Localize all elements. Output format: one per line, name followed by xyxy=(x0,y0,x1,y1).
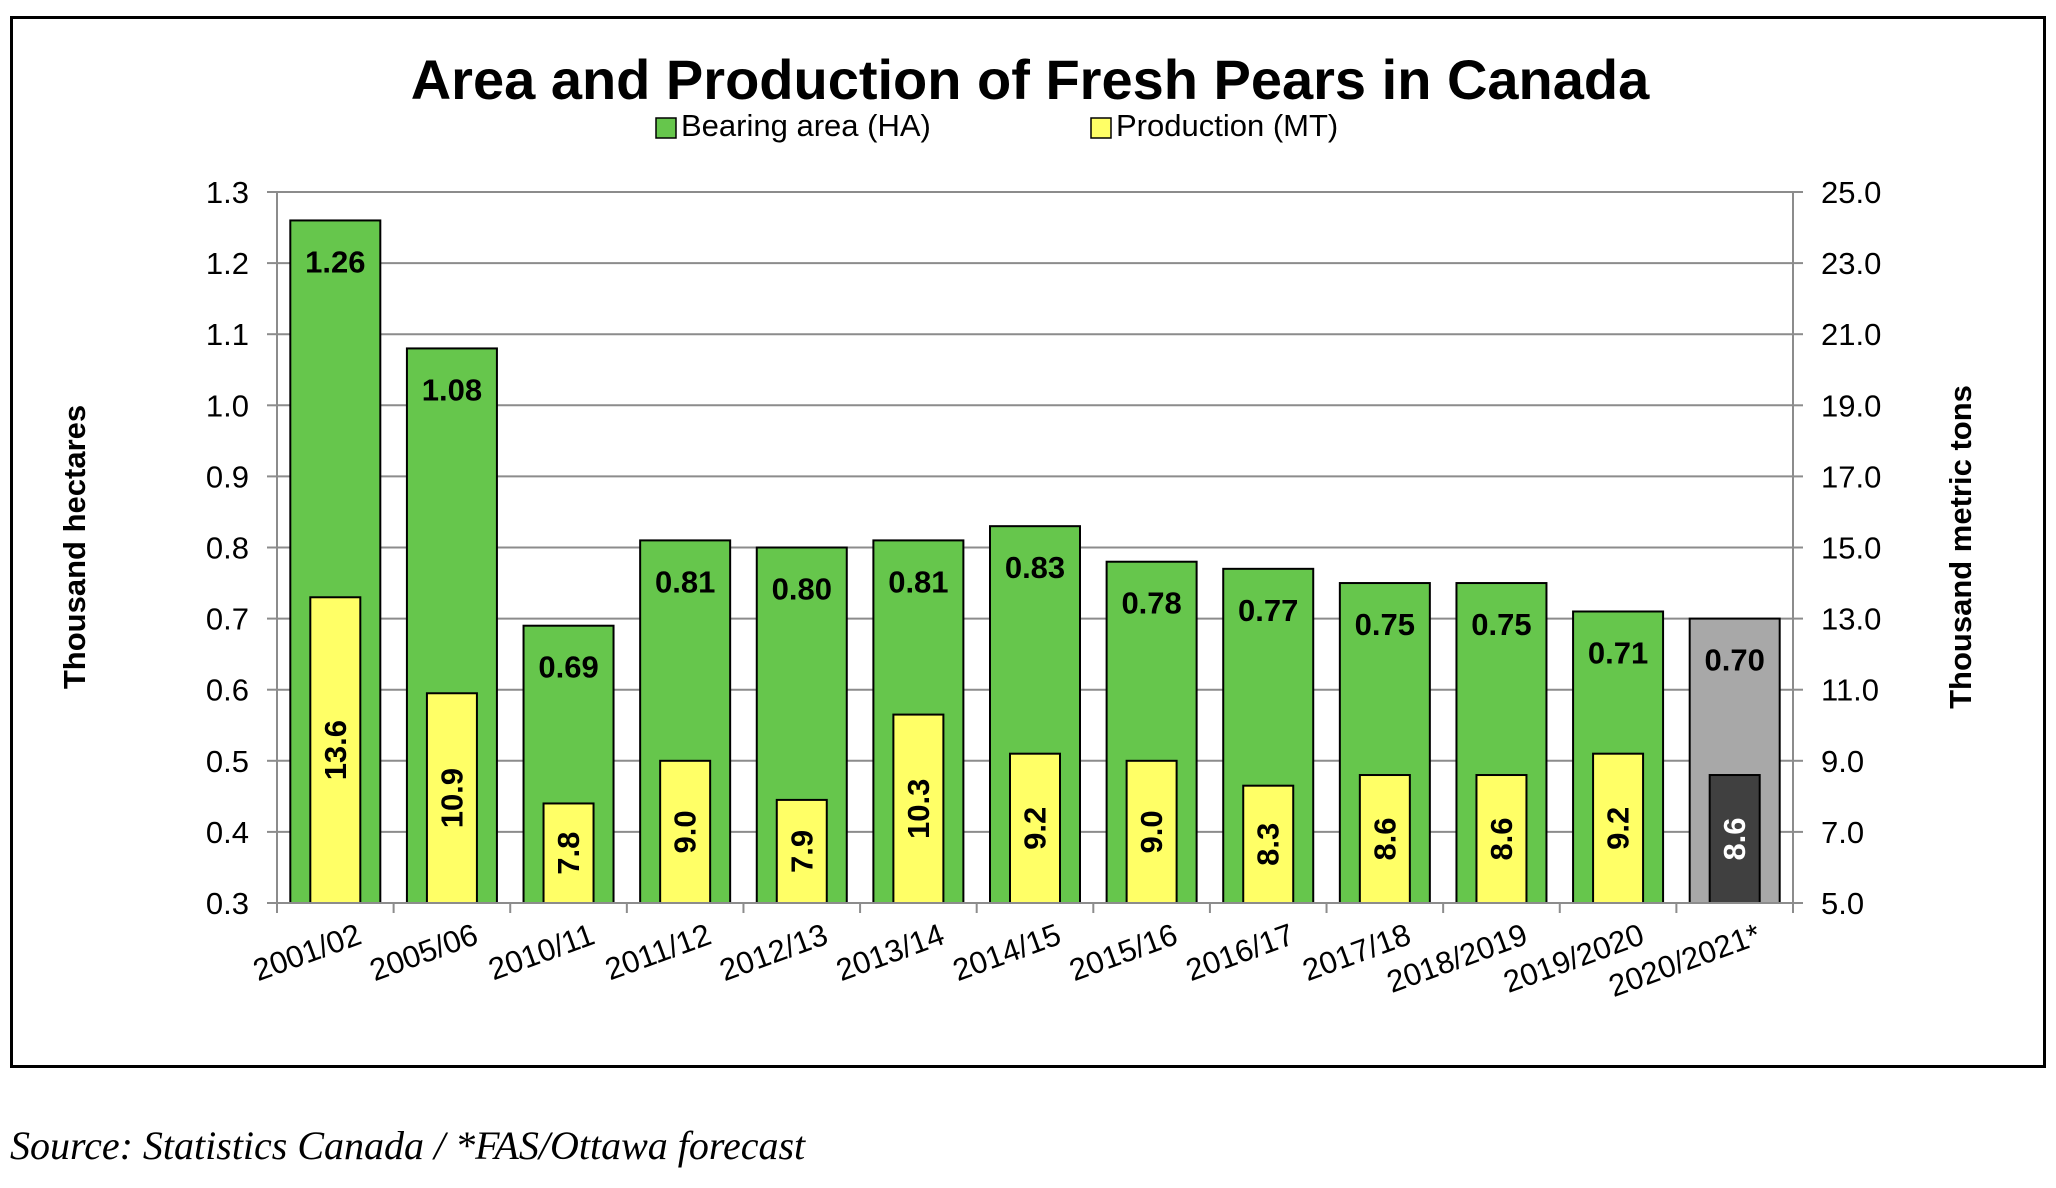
y2-tick-label: 7.0 xyxy=(1821,815,1864,850)
x-tick-label: 2013/14 xyxy=(832,917,949,988)
bar-production xyxy=(659,759,712,904)
bar-production xyxy=(542,802,595,905)
y2-tick-label: 21.0 xyxy=(1821,317,1881,352)
legend-swatch-bearing-area xyxy=(655,117,677,139)
y-tick-label: 0.3 xyxy=(206,886,249,921)
y2-tick-label: 9.0 xyxy=(1821,744,1864,779)
legend: Bearing area (HA) Production (MT) xyxy=(655,108,1338,143)
legend-label-bearing-area: Bearing area (HA) xyxy=(681,108,931,143)
x-tick-label: 2005/06 xyxy=(365,917,482,988)
y-tick-label: 0.5 xyxy=(206,744,249,779)
y2-axis-title: Thousand metric tons xyxy=(1943,385,1978,709)
x-tick-label: 2015/16 xyxy=(1065,917,1182,988)
data-label-production: 7.8 xyxy=(551,832,586,875)
y2-tick-label: 11.0 xyxy=(1821,673,1879,708)
legend-label-production: Production (MT) xyxy=(1116,108,1338,143)
data-label-bearing-area: 0.69 xyxy=(538,650,598,685)
data-label-bearing-area: 0.78 xyxy=(1121,586,1181,621)
data-label-bearing-area: 1.26 xyxy=(305,244,365,279)
data-label-bearing-area: 0.75 xyxy=(1355,607,1415,642)
x-tick-label: 2016/17 xyxy=(1181,917,1298,988)
source-note: Source: Statistics Canada / *FAS/Ottawa … xyxy=(10,1123,806,1168)
data-label-production: 8.6 xyxy=(1717,817,1752,860)
y2-tick-label: 25.0 xyxy=(1821,175,1881,210)
legend-swatch-production xyxy=(1090,117,1112,139)
bar-production xyxy=(1475,774,1528,905)
y-tick-label: 1.3 xyxy=(206,175,249,210)
data-label-bearing-area: 0.71 xyxy=(1588,635,1648,670)
y-tick-label: 0.4 xyxy=(206,815,249,850)
y2-tick-label: 19.0 xyxy=(1821,388,1881,423)
data-label-production: 8.6 xyxy=(1484,817,1519,860)
y-tick-label: 1.0 xyxy=(206,388,249,423)
y-tick-label: 0.8 xyxy=(206,531,249,566)
chart-title: Area and Production of Fresh Pears in Ca… xyxy=(411,48,1650,111)
chart-svg: 0.3 0.4 0.5 0.6 0.7 0.8 0.9 1.0 1.1 1.2 1.3 5.0 7.0 9… xyxy=(57,48,1978,1004)
data-labels: 1.26 13.6 1.08 10.9 0.69 7.8 0.81 9.0 0.80 7.9 0.8… xyxy=(305,244,1765,874)
data-label-production: 9.0 xyxy=(668,810,703,853)
bar-production xyxy=(1358,774,1411,905)
bar-production xyxy=(1009,752,1061,904)
data-label-bearing-area: 0.70 xyxy=(1705,643,1765,678)
y2-tick-label: 17.0 xyxy=(1821,459,1881,494)
data-label-bearing-area: 0.80 xyxy=(772,572,832,607)
bar-production xyxy=(892,713,945,905)
bar-production xyxy=(425,692,478,904)
x-tick-label: 2012/13 xyxy=(715,917,832,988)
data-label-bearing-area: 0.75 xyxy=(1471,607,1531,642)
x-tick-label: 2001/02 xyxy=(248,917,365,988)
bar-production xyxy=(1592,752,1645,904)
data-label-production: 9.2 xyxy=(1601,807,1636,850)
bar-production xyxy=(309,596,362,905)
y-tick-label: 0.6 xyxy=(206,673,249,708)
data-label-production: 9.2 xyxy=(1018,807,1053,850)
data-label-bearing-area: 0.77 xyxy=(1238,593,1298,628)
y-axis-title: Thousand hectares xyxy=(57,405,92,689)
data-label-bearing-area: 1.08 xyxy=(422,372,482,407)
x-tick-label: 2014/15 xyxy=(948,917,1065,988)
data-label-bearing-area: 0.83 xyxy=(1005,550,1065,585)
y-tick-label: 1.1 xyxy=(206,317,249,352)
data-label-production: 13.6 xyxy=(318,720,353,780)
y-tick-label: 0.9 xyxy=(206,459,249,494)
data-label-production: 8.3 xyxy=(1251,823,1286,866)
y2-tick-label: 23.0 xyxy=(1821,246,1881,281)
y2-tick-label: 13.0 xyxy=(1821,602,1881,637)
data-label-production: 8.6 xyxy=(1367,817,1402,860)
data-label-bearing-area: 0.81 xyxy=(655,564,715,599)
bars xyxy=(289,219,1781,905)
data-label-bearing-area: 0.81 xyxy=(888,564,948,599)
x-tick-label: 2010/11 xyxy=(484,917,599,987)
y2-tick-label: 5.0 xyxy=(1821,886,1864,921)
x-tick-label: 2011/12 xyxy=(600,917,715,987)
data-label-production: 7.9 xyxy=(784,830,819,873)
data-label-production: 10.9 xyxy=(434,768,469,828)
data-label-production: 9.0 xyxy=(1134,810,1169,853)
data-label-production: 10.3 xyxy=(901,779,936,839)
chart-frame: 0.3 0.4 0.5 0.6 0.7 0.8 0.9 1.0 1.1 1.2 1.3 5.0 7.0 9… xyxy=(10,16,2046,1068)
y-tick-label: 0.7 xyxy=(206,602,249,637)
bar-production xyxy=(775,798,828,905)
bar-production xyxy=(1125,759,1178,904)
y2-tick-label: 15.0 xyxy=(1821,531,1881,566)
y-tick-label: 1.2 xyxy=(206,246,249,281)
